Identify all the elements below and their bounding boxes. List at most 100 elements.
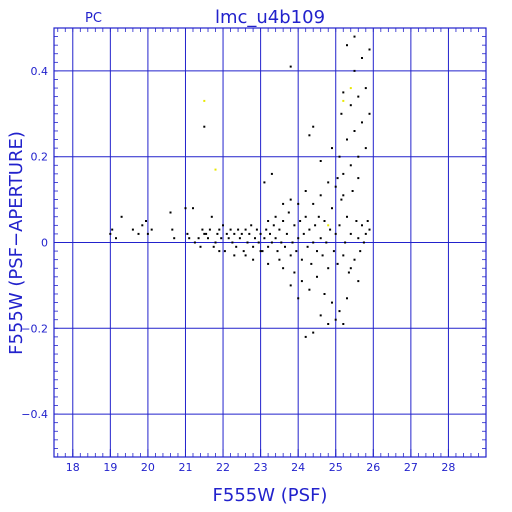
data-point xyxy=(319,194,322,197)
data-point xyxy=(349,164,352,167)
data-point xyxy=(263,181,266,184)
data-point xyxy=(216,232,219,235)
data-point xyxy=(193,241,196,244)
data-point xyxy=(312,202,315,205)
data-point xyxy=(319,160,322,162)
data-point xyxy=(342,323,345,325)
data-point xyxy=(235,245,238,248)
x-tick-label: 23 xyxy=(254,461,268,474)
data-point xyxy=(205,232,208,235)
data-point xyxy=(274,237,277,240)
data-point xyxy=(304,190,307,192)
data-point xyxy=(186,232,189,235)
y-tick-label: 0.4 xyxy=(31,65,49,78)
x-axis-label: F555W (PSF) xyxy=(213,485,328,506)
grid-lines xyxy=(54,28,486,457)
data-point xyxy=(334,318,337,321)
data-point xyxy=(336,177,339,180)
data-point xyxy=(316,250,318,253)
data-point xyxy=(346,138,348,141)
data-point xyxy=(342,254,345,257)
corner-label: PC xyxy=(85,11,102,26)
data-point xyxy=(214,168,217,171)
data-point xyxy=(244,254,247,257)
data-point xyxy=(340,112,343,115)
data-point xyxy=(295,250,298,253)
data-point xyxy=(203,99,206,102)
data-point xyxy=(115,237,117,240)
data-point xyxy=(357,237,360,240)
data-point xyxy=(327,224,330,227)
data-point xyxy=(336,262,339,265)
data-point xyxy=(312,241,315,244)
data-point xyxy=(308,228,311,231)
data-point xyxy=(357,280,360,283)
data-point xyxy=(131,228,134,231)
data-point xyxy=(359,250,362,253)
data-point xyxy=(269,232,271,235)
data-point xyxy=(338,155,341,158)
data-point xyxy=(203,232,206,235)
data-point xyxy=(346,215,348,218)
data-point xyxy=(184,207,187,210)
data-point xyxy=(291,241,294,244)
data-point xyxy=(331,207,333,210)
data-point xyxy=(289,65,292,68)
data-point xyxy=(297,237,300,240)
data-point xyxy=(361,57,363,59)
data-point xyxy=(361,121,363,124)
data-point xyxy=(357,155,360,158)
data-point xyxy=(364,232,367,235)
data-point xyxy=(229,228,232,231)
data-point xyxy=(259,232,262,235)
data-point xyxy=(272,224,275,227)
data-point xyxy=(261,250,264,253)
data-point xyxy=(314,224,317,227)
data-point xyxy=(214,241,217,244)
data-point xyxy=(280,241,283,244)
y-axis-label: F555W (PSF−APERTURE) xyxy=(6,131,27,355)
data-point xyxy=(282,267,285,270)
data-point xyxy=(310,262,313,265)
data-point xyxy=(267,245,270,248)
data-point xyxy=(246,241,249,244)
data-point xyxy=(233,232,236,235)
data-point xyxy=(208,228,211,231)
data-point xyxy=(244,228,247,231)
data-point xyxy=(111,228,114,231)
data-point xyxy=(287,211,290,214)
data-point xyxy=(346,44,348,47)
data-point xyxy=(347,271,350,274)
data-point xyxy=(304,335,307,338)
data-point xyxy=(169,211,172,214)
y-tick-label: 0.2 xyxy=(31,151,49,164)
data-point xyxy=(282,220,285,222)
axis-ticks: 18 19 20 21 22 23 24 25 26 27 28 −0.4 −0.2 0 0.2 0.4 xyxy=(21,27,487,474)
data-point xyxy=(237,228,240,231)
data-point xyxy=(265,228,268,231)
data-point xyxy=(338,310,341,313)
data-point xyxy=(278,228,281,231)
y-tick-label: −0.2 xyxy=(21,322,48,335)
data-point xyxy=(270,241,273,244)
data-point xyxy=(312,331,315,334)
data-point xyxy=(284,245,286,248)
data-point xyxy=(137,232,140,235)
data-point xyxy=(308,134,311,137)
data-point xyxy=(342,172,345,175)
data-point xyxy=(201,228,204,231)
data-point xyxy=(222,224,224,227)
x-tick-label: 24 xyxy=(291,461,305,474)
data-point xyxy=(334,232,337,235)
data-point xyxy=(323,220,326,222)
x-tick-label: 28 xyxy=(441,461,455,474)
data-point xyxy=(349,232,352,235)
data-point xyxy=(300,280,303,283)
data-point xyxy=(353,69,356,72)
data-point xyxy=(255,228,258,231)
data-point xyxy=(274,215,277,218)
x-tick-label: 27 xyxy=(404,461,418,474)
data-point xyxy=(317,215,320,218)
data-point xyxy=(357,177,360,180)
